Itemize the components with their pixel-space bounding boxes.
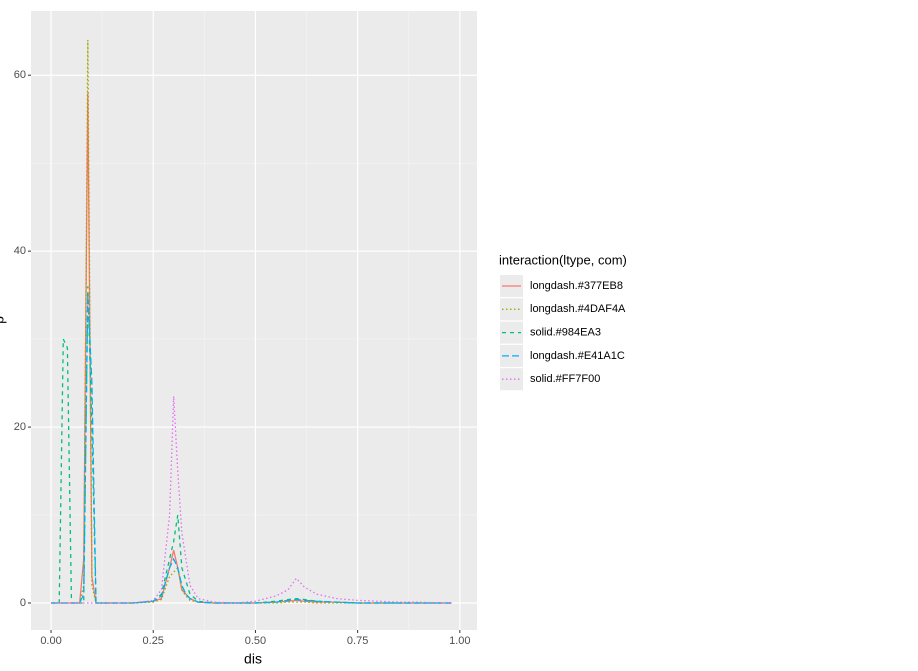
series-line [51, 40, 452, 604]
x-tick-label: 0.50 [245, 635, 266, 647]
legend-label: longdash.#E41A1C [530, 350, 625, 362]
legend-label: longdash.#4DAF4A [530, 303, 626, 315]
series-line [51, 295, 452, 604]
lines [51, 40, 452, 604]
y-tick-label: 0 [20, 597, 26, 609]
legend-title: interaction(ltype, com) [499, 252, 627, 267]
x-tick-label: 0.75 [347, 635, 368, 647]
legend: longdash.#377EB8 longdash.#4DAF4A solid.#9… [500, 275, 626, 391]
x-tick-label: 0.25 [143, 635, 164, 647]
legend-label: longdash.#377EB8 [530, 280, 623, 292]
y-axis-label: p [0, 316, 7, 324]
legend-label: solid.#984EA3 [530, 327, 601, 339]
legend-key [500, 344, 523, 367]
legend-label: solid.#FF7F00 [530, 373, 600, 385]
panel [31, 11, 477, 630]
x-tick-label: 1.00 [449, 635, 470, 647]
y-tick-label: 60 [14, 69, 26, 81]
series-line [51, 396, 452, 604]
y-tick-label: 40 [14, 245, 26, 257]
x-tick-label: 0.00 [40, 635, 61, 647]
x-axis-label: dis [244, 651, 262, 666]
y-tick-label: 20 [14, 421, 26, 433]
